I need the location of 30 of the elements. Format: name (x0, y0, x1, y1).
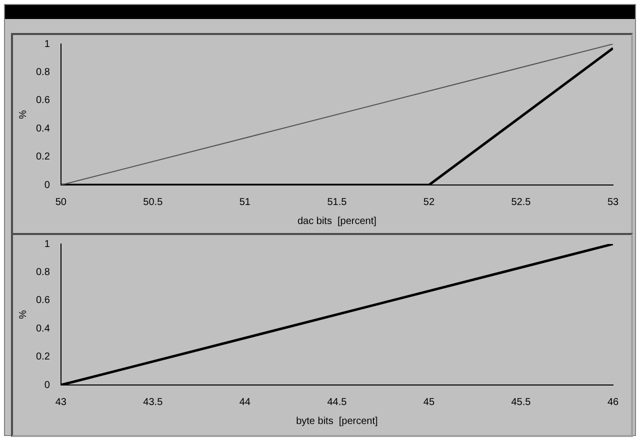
x-axis-title: byte bits [percent] (296, 416, 378, 427)
x-axis-title: dac bits [percent] (297, 216, 377, 227)
y-axis-title: % (18, 310, 29, 319)
x-tick-label: 50.5 (143, 196, 164, 208)
x-tick-label: 43 (55, 396, 67, 408)
x-tick-label: 52 (423, 196, 435, 208)
x-tick-label: 52.5 (511, 196, 532, 208)
y-axis-title: % (18, 110, 29, 119)
x-tick-label: 44 (239, 396, 251, 408)
y-tick-label: 1 (44, 38, 50, 50)
y-tick-label: 0.8 (36, 266, 50, 278)
y-tick-label: 0.4 (36, 123, 50, 134)
x-tick-label: 45 (423, 396, 435, 408)
x-tick-label: 50 (55, 196, 67, 208)
x-tick-label: 53 (607, 196, 619, 208)
y-tick-label: 0 (44, 380, 50, 391)
y-tick-label: 0.4 (36, 323, 50, 334)
y-tick-label: 0 (44, 180, 50, 191)
y-tick-label: 0.6 (36, 295, 50, 306)
x-tick-label: 45.5 (511, 396, 532, 408)
x-tick-label: 44.5 (327, 396, 348, 408)
x-tick-label: 46 (607, 396, 619, 408)
y-tick-label: 0.2 (36, 352, 50, 363)
x-tick-label: 51.5 (327, 196, 348, 208)
y-tick-label: 0.6 (36, 95, 50, 106)
x-tick-label: 51 (239, 196, 251, 208)
y-tick-label: 0.2 (36, 152, 50, 163)
y-tick-label: 0.8 (36, 66, 50, 78)
y-tick-label: 1 (44, 238, 50, 250)
x-tick-label: 43.5 (143, 396, 164, 408)
